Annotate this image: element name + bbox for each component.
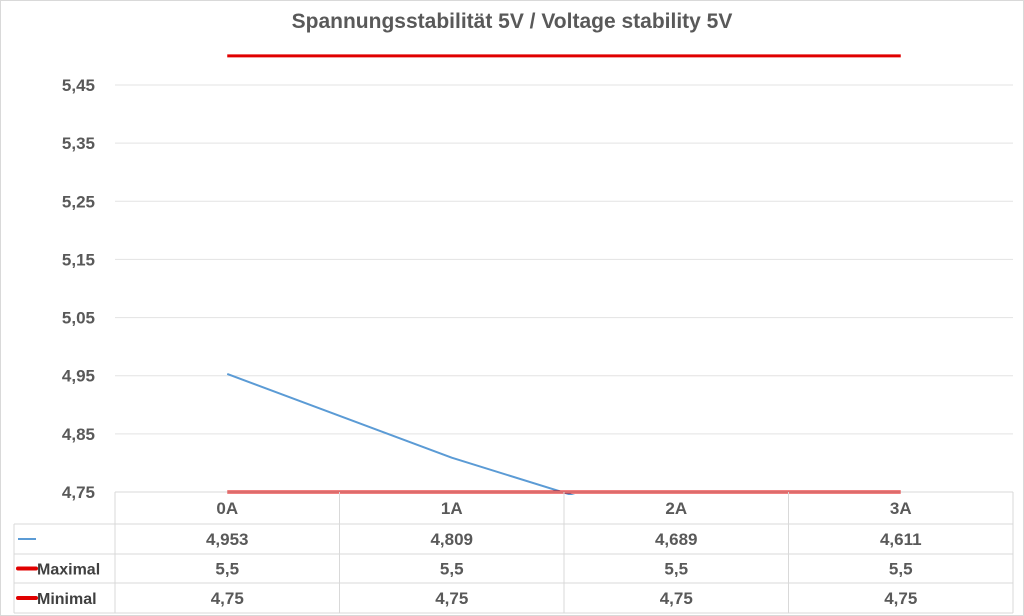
data-label: 4,75 [211,589,244,608]
y-tick-label: 5,25 [62,192,95,211]
data-label: 4,611 [880,530,922,549]
data-label: 4,953 [206,530,249,549]
data-label: 4,75 [435,589,468,608]
y-tick-label: 4,95 [62,367,95,386]
y-tick-label: 5,35 [62,134,95,153]
y-tick-label: 5,05 [62,309,95,328]
data-label: 5,5 [889,560,913,579]
series-name: Maximal [37,562,100,579]
y-tick-label: 5,15 [62,250,95,269]
category-label: 3A [890,499,912,518]
chart-title: Spannungsstabilität 5V / Voltage stabili… [291,10,733,33]
y-tick-label: 4,85 [62,425,95,444]
data-label: 4,809 [430,530,473,549]
data-label: 4,75 [884,589,917,608]
data-label: 5,5 [215,560,239,579]
category-label: 0A [216,499,238,518]
category-label: 1A [441,499,463,518]
data-label: 4,689 [655,530,698,549]
data-label: 4,75 [660,589,693,608]
y-tick-label: 4,75 [62,483,95,502]
data-label: 5,5 [440,560,464,579]
series-name: Minimal [37,591,97,608]
y-tick-label: 5,45 [62,76,95,95]
data-label: 5,5 [664,560,688,579]
category-label: 2A [665,499,687,518]
